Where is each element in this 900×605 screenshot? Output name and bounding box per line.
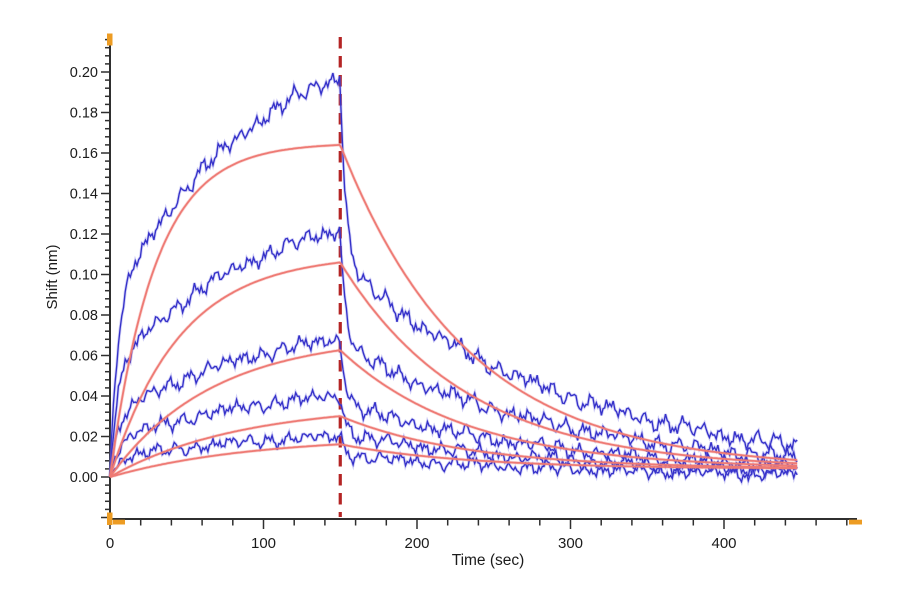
x-tick-label: 300 xyxy=(558,535,583,552)
fit-trace-3 xyxy=(109,349,798,478)
y-tick-label: 0.14 xyxy=(70,187,98,203)
curves-layer xyxy=(108,72,799,487)
axes-layer: 0.00 0.02 0.04 0.06 0.08 0.10 0.12 0.14 0.16 0.18… xyxy=(70,36,857,552)
x-tick-label: 100 xyxy=(251,535,276,552)
fit-trace-5 xyxy=(109,443,798,478)
y-tick-label: 0.06 xyxy=(70,349,98,365)
axis-caps-layer xyxy=(107,33,862,525)
y-tick-label: 0.10 xyxy=(70,268,98,284)
y-tick-label: 0.18 xyxy=(70,106,98,122)
x-tick-label: 0 xyxy=(106,535,114,552)
y-tick-label: 0.16 xyxy=(70,146,98,162)
y-tick-label: 0.00 xyxy=(70,470,98,486)
y-tick-label: 0.02 xyxy=(70,430,98,446)
y-tick-label: 0.04 xyxy=(70,389,98,405)
fit-trace-4 xyxy=(109,415,798,478)
x-tick-label: 200 xyxy=(404,535,429,552)
x-axis-right-cap xyxy=(849,519,862,525)
y-axis-title: Shift (nm) xyxy=(44,244,61,309)
fit-trace-2 xyxy=(109,261,798,478)
y-tick-label: 0.12 xyxy=(70,227,98,243)
x-tick-label: 400 xyxy=(711,535,736,552)
x-axis-left-cap xyxy=(113,519,125,525)
y-tick-label: 0.20 xyxy=(70,65,98,81)
data-trace-1 xyxy=(109,72,798,478)
y-tick-label: 0.08 xyxy=(70,308,98,324)
y-axis-top-cap xyxy=(107,33,113,46)
fit-trace-halo-1 xyxy=(108,143,798,478)
y-axis-bottom-cap xyxy=(107,512,113,525)
fit-trace-1 xyxy=(109,143,798,478)
x-axis-title: Time (sec) xyxy=(452,552,525,569)
